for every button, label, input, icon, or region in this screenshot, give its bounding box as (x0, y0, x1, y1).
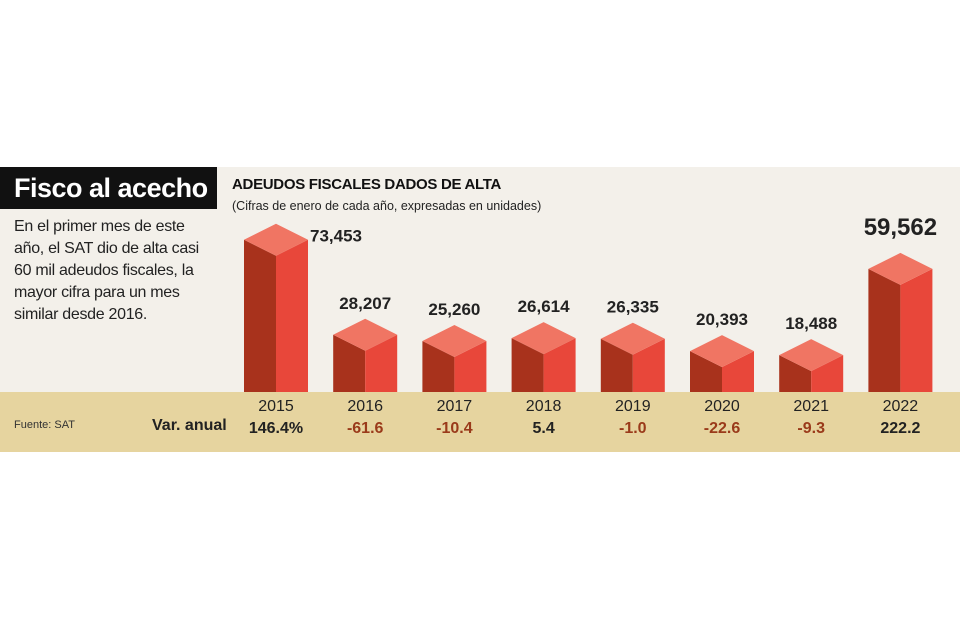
bar-left-face (600, 338, 633, 392)
var-anual-value: 5.4 (532, 420, 554, 437)
year-label: 2016 (347, 398, 383, 415)
bar-2017 (422, 324, 487, 392)
bar-left-face (333, 334, 366, 392)
description: En el primer mes de este año, el SAT dio… (14, 218, 199, 323)
bar-top-face (333, 318, 398, 351)
value-label: 26,335 (607, 298, 659, 317)
bar-right-face (276, 239, 308, 392)
bar-left-face (422, 340, 455, 392)
bar-left-face (511, 338, 544, 392)
bar-right-face (811, 355, 844, 392)
bar-right-face (454, 340, 487, 392)
year-label: 2018 (526, 398, 562, 415)
year-label: 2017 (437, 398, 473, 415)
value-label: 20,393 (696, 310, 748, 329)
bar-top-face (868, 252, 933, 285)
var-anual-value: 146.4% (249, 420, 303, 437)
bar-top-face (244, 223, 308, 256)
chart-title: ADEUDOS FISCALES DADOS DE ALTA (232, 176, 502, 193)
bar-left-face (779, 355, 812, 392)
bar-top-face (422, 324, 487, 357)
year-label: 2021 (793, 398, 829, 415)
var-anual-value: -61.6 (347, 420, 384, 437)
page-title: Fisco al acecho (0, 167, 217, 209)
bar-right-face (365, 334, 398, 392)
bar-right-face (543, 338, 576, 392)
year-label: 2019 (615, 398, 651, 415)
var-anual-value: -1.0 (619, 420, 647, 437)
var-anual-value: -22.6 (704, 420, 741, 437)
bar-right-face (632, 338, 665, 392)
value-label: 25,260 (428, 300, 480, 319)
year-label: 2020 (704, 398, 740, 415)
bar-top-face (779, 339, 844, 372)
chart-subtitle: (Cifras de enero de cada año, expresadas… (232, 199, 542, 213)
bar-2016 (333, 318, 398, 392)
bar-2018 (511, 322, 576, 392)
var-anual-value: 222.2 (880, 420, 920, 437)
var-anual-value: -9.3 (797, 420, 825, 437)
bar-left-face (868, 268, 901, 392)
source-note: Fuente: SAT (14, 419, 75, 431)
bar-2020 (690, 335, 754, 392)
bar-top-face (511, 322, 576, 355)
bar-top-face (690, 335, 754, 368)
bar-2015 (244, 223, 308, 392)
bar-right-face (900, 268, 933, 392)
value-label: 59,562 (864, 214, 937, 241)
value-label: 26,614 (518, 297, 571, 316)
bar-left-face (244, 239, 276, 392)
value-label: 73,453 (310, 227, 362, 246)
year-label: 2015 (258, 398, 294, 415)
value-label: 18,488 (785, 314, 837, 333)
bar-2022 (868, 252, 933, 392)
bar-right-face (722, 351, 754, 392)
value-label: 28,207 (339, 294, 391, 313)
year-label: 2022 (883, 398, 919, 415)
bar-top-face (600, 322, 665, 355)
footer-band (0, 392, 960, 452)
bar-2019 (600, 322, 665, 392)
bar-2021 (779, 339, 844, 392)
var-anual-value: -10.4 (436, 420, 473, 437)
bar-left-face (690, 351, 722, 392)
var-anual-label: Var. anual (152, 417, 227, 434)
